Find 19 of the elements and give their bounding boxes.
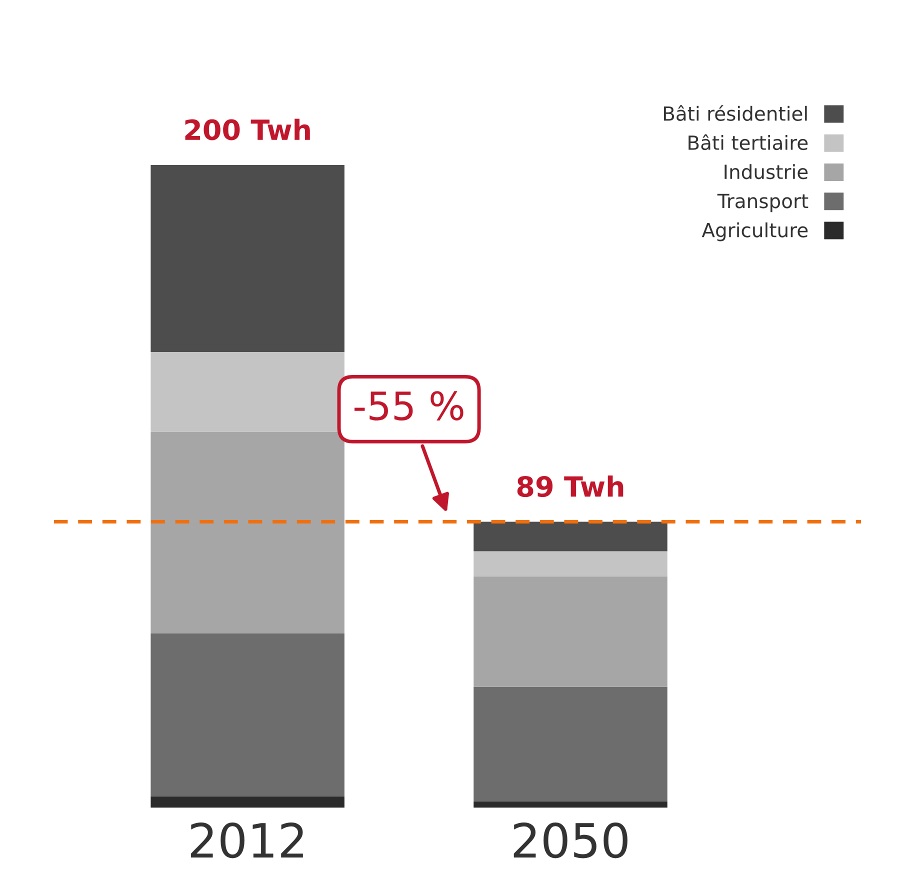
bar xyxy=(474,551,668,576)
x-tick-label: 2050 xyxy=(514,822,628,858)
bar xyxy=(474,686,668,802)
legend-label: Bâti tertiaire xyxy=(688,134,808,150)
bar xyxy=(150,432,344,634)
x-tick-label: 2012 xyxy=(190,822,303,858)
legend-label: Bâti résidentiel xyxy=(664,105,807,121)
annotation: 200 Twh xyxy=(185,118,310,140)
bar xyxy=(150,634,344,796)
bar xyxy=(474,801,668,808)
annotation: -55 % xyxy=(354,391,464,420)
bar xyxy=(150,164,344,352)
legend-label: Agriculture xyxy=(702,222,808,242)
bar xyxy=(474,576,668,687)
legend-label: Transport xyxy=(717,194,808,212)
bar xyxy=(474,522,668,552)
bar xyxy=(150,796,344,808)
legend-label: Industrie xyxy=(724,164,808,180)
annotation: 89 Twh xyxy=(517,476,624,498)
